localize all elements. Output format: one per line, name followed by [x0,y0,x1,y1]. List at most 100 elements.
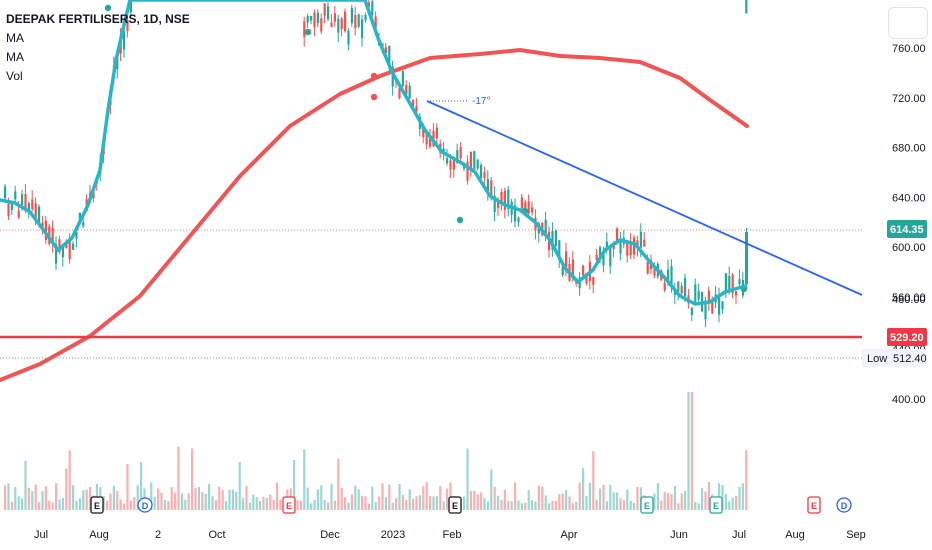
volume-bar [469,491,472,510]
volume-bar [316,489,319,510]
volume-bar [344,497,347,510]
volume-bar [408,489,411,510]
candle-body [24,194,27,209]
volume-bar [170,487,173,510]
legend-ma-1[interactable]: MA [6,31,24,45]
volume-bar [707,482,710,510]
volume-bar [109,493,112,510]
volume-bar [61,497,64,510]
event-marker-E[interactable]: E [448,496,462,514]
candle-body [401,70,404,86]
candle-body [653,267,656,276]
volume-bar [194,488,197,510]
candle-body [554,230,557,246]
candle-body [354,14,357,29]
volume-bar [272,499,275,510]
legend-ma-2[interactable]: MA [6,50,24,64]
volume-bar [616,492,619,510]
volume-bar [157,488,160,510]
support-price-tag: 529.20 [887,328,927,346]
candle-body [398,88,401,99]
x-tick-label: Jul [34,529,48,541]
y-tick-label: 560.00 [892,292,926,304]
volume-bar [82,490,85,510]
volume-bar [578,482,581,510]
low-value: 512.40 [893,353,927,365]
event-marker-D[interactable]: D [836,497,852,513]
candle-body [704,300,707,320]
volume-bar [72,485,75,510]
candle-body [551,231,554,250]
candle-body [592,277,595,285]
candle-body [412,100,415,107]
volume-bar [653,493,656,510]
candle-body [82,222,85,227]
y-tick-label: 720.00 [892,93,926,105]
symbol-title[interactable]: DEEPAK FERTILISERS, 1D, NSE [6,12,190,26]
legend-vol[interactable]: Vol [6,69,23,83]
x-tick-label: Aug [89,529,109,541]
candle-body [629,242,632,255]
candle-body [367,2,370,8]
volume-bar [313,499,316,510]
candle-body [609,246,612,267]
volume-bar [466,448,469,510]
event-marker-E[interactable]: E [90,496,104,514]
volume-bar [191,448,194,510]
candle-body [129,1,132,13]
volume-bar [690,392,693,510]
volume-bar [112,485,115,510]
candle-body [51,228,54,245]
candle-body [520,197,523,209]
event-marker-E[interactable]: E [709,496,723,514]
volume-bar [503,489,506,510]
volume-bar [340,487,343,510]
candle-body [561,266,564,276]
candle-body [316,12,319,24]
candle-body [599,247,602,259]
volume-bar [262,496,265,510]
volume-bar [310,503,313,510]
candle-body [531,207,534,213]
volume-bar [259,501,262,510]
candle-body [565,251,568,269]
x-tick-label: Jul [732,529,746,541]
volume-bar [374,502,377,510]
low-price-tag: Low 512.40 [862,349,927,367]
volume-bar [323,500,326,510]
svg-text:E: E [286,501,292,511]
chart-settings-button[interactable] [888,7,928,39]
volume-bar [595,499,598,510]
event-marker-E[interactable]: E [807,496,821,514]
candle-body [34,203,37,222]
volume-bar [429,496,432,510]
y-tick-label: 400.00 [892,394,926,406]
event-marker-E[interactable]: E [282,496,296,514]
volume-bar [235,492,238,510]
candle-body [425,133,428,145]
volume-bar [65,468,68,510]
volume-bar [745,450,748,510]
volume-bar [218,486,221,510]
candle-body [14,191,17,200]
svg-text:E: E [644,501,650,511]
volume-bar [629,500,632,510]
volume-bar [395,498,398,510]
candle-body [333,13,336,22]
volume-bar [660,500,663,510]
candle-body [514,205,517,222]
candle-body [595,254,598,260]
svg-text:E: E [811,501,817,511]
candle-body [371,1,374,16]
volume-bar [214,500,217,510]
volume-bar [14,487,17,510]
volume-bar [432,496,435,510]
candle-body [452,159,455,170]
volume-bar [44,486,47,510]
event-marker-D[interactable]: D [137,497,153,513]
trendline[interactable] [426,100,863,296]
event-marker-E[interactable]: E [640,496,654,514]
